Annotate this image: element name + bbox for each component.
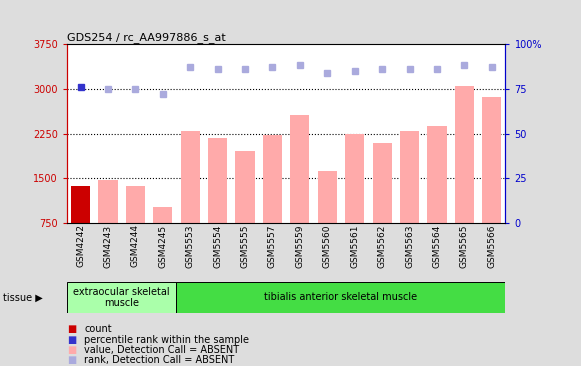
Text: GSM5560: GSM5560: [323, 224, 332, 268]
Text: GSM5562: GSM5562: [378, 224, 386, 268]
Text: GSM4244: GSM4244: [131, 224, 140, 268]
Bar: [318, 171, 337, 223]
Bar: [177, 282, 505, 313]
Text: GSM5561: GSM5561: [350, 224, 359, 268]
Text: tibialis anterior skeletal muscle: tibialis anterior skeletal muscle: [264, 292, 418, 302]
Text: GSM5564: GSM5564: [432, 224, 442, 268]
Bar: [235, 151, 254, 223]
Bar: [71, 186, 90, 223]
Text: GSM5555: GSM5555: [241, 224, 249, 268]
Bar: [482, 97, 501, 223]
Text: GSM4242: GSM4242: [76, 224, 85, 268]
Bar: [208, 138, 227, 223]
Bar: [125, 186, 145, 223]
Bar: [372, 143, 392, 223]
Bar: [400, 131, 419, 223]
Text: ■: ■: [67, 355, 76, 365]
Text: ■: ■: [67, 335, 76, 345]
Text: GDS254 / rc_AA997886_s_at: GDS254 / rc_AA997886_s_at: [67, 32, 225, 43]
Text: ■: ■: [67, 345, 76, 355]
Text: GSM5563: GSM5563: [405, 224, 414, 268]
Bar: [67, 282, 177, 313]
Text: count: count: [84, 324, 112, 335]
Text: GSM5559: GSM5559: [295, 224, 304, 268]
Text: GSM5566: GSM5566: [487, 224, 496, 268]
Text: GSM5565: GSM5565: [460, 224, 469, 268]
Text: value, Detection Call = ABSENT: value, Detection Call = ABSENT: [84, 345, 239, 355]
Text: rank, Detection Call = ABSENT: rank, Detection Call = ABSENT: [84, 355, 235, 365]
Text: extraocular skeletal
muscle: extraocular skeletal muscle: [73, 287, 170, 308]
Bar: [263, 135, 282, 223]
Text: percentile rank within the sample: percentile rank within the sample: [84, 335, 249, 345]
Bar: [455, 86, 474, 223]
Bar: [428, 126, 447, 223]
Text: ■: ■: [67, 324, 76, 335]
Text: tissue ▶: tissue ▶: [3, 292, 42, 302]
Bar: [153, 207, 173, 223]
Bar: [181, 131, 200, 223]
Text: GSM4245: GSM4245: [158, 224, 167, 268]
Text: GSM4243: GSM4243: [103, 224, 113, 268]
Bar: [345, 134, 364, 223]
Text: GSM5553: GSM5553: [186, 224, 195, 268]
Text: GSM5554: GSM5554: [213, 224, 222, 268]
Bar: [290, 115, 310, 223]
Bar: [98, 180, 117, 223]
Text: GSM5557: GSM5557: [268, 224, 277, 268]
